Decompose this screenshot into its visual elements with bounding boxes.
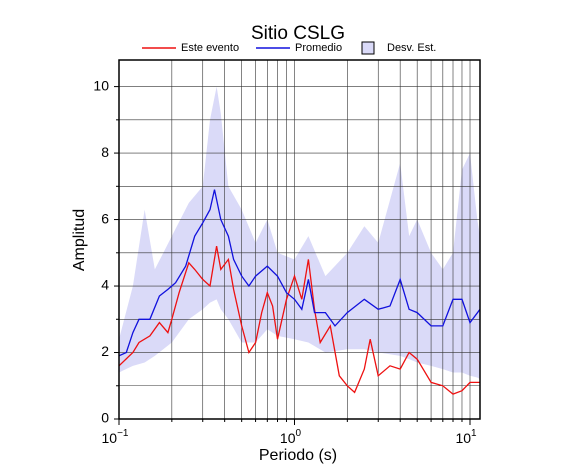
y-axis-label: Amplitud [71, 209, 88, 271]
legend-label: Desv. Est. [387, 42, 436, 54]
x-tick-exponent: 1 [471, 428, 477, 439]
y-tick-label: 10 [93, 77, 109, 93]
x-tick-label: 100 [280, 428, 302, 446]
y-tick-label: 8 [101, 144, 109, 160]
series-line [118, 189, 481, 357]
legend-label: Promedio [295, 42, 342, 54]
plot-frame [118, 59, 481, 420]
chart-title: Sitio CSLG [251, 23, 345, 44]
x-axis-label: Periodo (s) [259, 447, 337, 464]
y-tick-label: 4 [101, 277, 109, 293]
x-tick-label: 10−1 [102, 428, 129, 446]
series-line [118, 245, 480, 395]
legend-swatch [361, 41, 375, 55]
x-tick-exponent: −1 [117, 428, 129, 439]
y-tick-label: 2 [101, 343, 109, 359]
x-tick-label: 101 [455, 428, 477, 446]
x-tick-base: 10 [455, 430, 471, 446]
x-tick-exponent: 0 [296, 428, 302, 439]
x-tick-base: 10 [280, 430, 296, 446]
legend-label: Este evento [181, 42, 239, 54]
x-tick-base: 10 [102, 430, 118, 446]
y-tick-label: 6 [101, 210, 109, 226]
std-band [119, 86, 480, 380]
y-tick-label: 0 [101, 410, 109, 426]
